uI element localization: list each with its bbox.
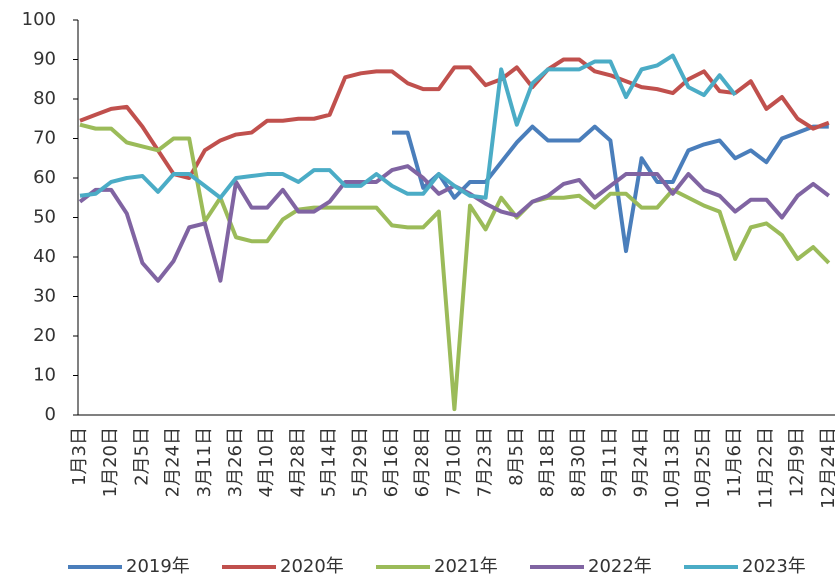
x-tick-label: 8月30日 — [568, 427, 589, 497]
y-tick-label: 60 — [33, 167, 56, 188]
x-tick-label: 9月24日 — [631, 427, 652, 497]
series-line — [79, 57, 830, 180]
x-tick-label: 2月24日 — [163, 427, 184, 497]
legend-label: 2023年 — [742, 556, 806, 577]
series-line — [79, 53, 737, 200]
x-tick-label: 11月6日 — [724, 427, 745, 497]
legend-label: 2019年 — [126, 556, 190, 577]
series-line — [392, 124, 829, 254]
x-tick-label: 5月14日 — [319, 427, 340, 497]
y-tick-label: 20 — [33, 325, 56, 346]
x-tick-label: 1月20日 — [100, 427, 121, 497]
legend-label: 2020年 — [280, 556, 344, 577]
x-tick-label: 8月18日 — [537, 427, 558, 497]
x-tick-label: 3月26日 — [225, 427, 246, 497]
y-tick-label: 0 — [45, 404, 56, 425]
series-line — [78, 164, 831, 283]
x-tick-label: 9月11日 — [599, 427, 620, 497]
y-tick-label: 80 — [33, 88, 56, 109]
legend-label: 2021年 — [434, 556, 498, 577]
x-tick-label: 6月28日 — [412, 427, 433, 497]
y-tick-label: 50 — [33, 207, 56, 228]
legend-label: 2022年 — [588, 556, 652, 577]
y-tick-label: 30 — [33, 286, 56, 307]
x-tick-label: 7月23日 — [475, 427, 496, 497]
y-tick-label: 90 — [33, 49, 56, 70]
y-tick-label: 100 — [22, 9, 56, 30]
x-tick-label: 4月10日 — [256, 427, 277, 497]
x-tick-label: 2月5日 — [131, 427, 152, 486]
x-tick-label: 6月16日 — [381, 427, 402, 497]
x-tick-label: 5月29日 — [350, 427, 371, 497]
x-tick-label: 10月13日 — [662, 427, 683, 509]
y-tick-label: 10 — [33, 365, 56, 386]
x-tick-label: 7月10日 — [443, 427, 464, 497]
x-tick-label: 8月5日 — [506, 427, 527, 486]
x-tick-label: 12月9日 — [787, 427, 808, 497]
x-tick-label: 11月22日 — [755, 427, 776, 509]
x-tick-label: 4月28日 — [287, 427, 308, 497]
series-line — [79, 122, 831, 412]
x-tick-label: 3月11日 — [194, 427, 215, 497]
y-tick-label: 40 — [33, 246, 56, 267]
x-tick-label: 1月3日 — [69, 427, 90, 486]
y-tick-label: 70 — [33, 128, 56, 149]
x-tick-label: 12月24日 — [818, 427, 835, 509]
x-tick-label: 10月25日 — [693, 427, 714, 509]
